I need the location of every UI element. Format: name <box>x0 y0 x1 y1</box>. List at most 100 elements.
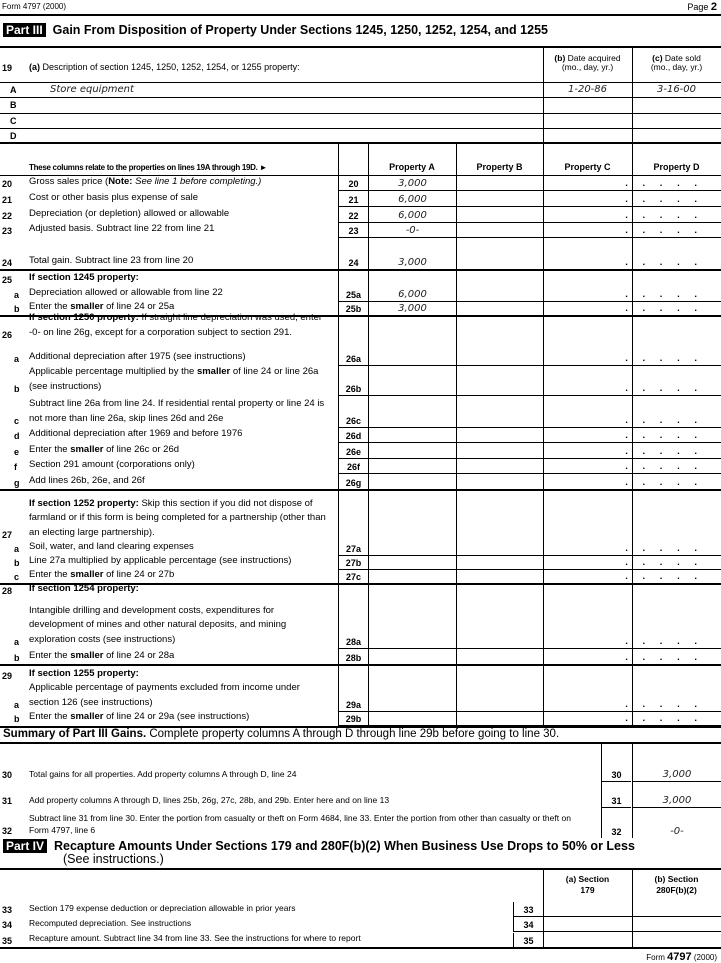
property-d-value[interactable] <box>632 459 721 474</box>
property-d-value[interactable] <box>632 223 721 238</box>
property-d-value[interactable] <box>632 175 721 191</box>
property-c-value[interactable] <box>543 428 632 443</box>
property-b-value[interactable] <box>456 223 543 238</box>
property-d-value[interactable] <box>632 712 721 726</box>
section-179-value[interactable] <box>543 917 632 933</box>
property-b-value[interactable] <box>456 287 543 302</box>
property-b-value[interactable] <box>456 683 543 712</box>
property-a-value[interactable] <box>368 683 456 712</box>
property-b-value[interactable] <box>456 474 543 490</box>
property-c-value[interactable] <box>543 598 632 649</box>
property-d-value[interactable] <box>632 238 721 270</box>
date-acquired[interactable]: 1-20-86 <box>567 84 608 95</box>
property-c-value[interactable] <box>543 191 632 207</box>
property-c-value[interactable] <box>543 474 632 490</box>
property-a-value <box>368 665 456 683</box>
property-d-value[interactable] <box>632 207 721 223</box>
property-d-value[interactable] <box>632 366 721 396</box>
property-a-value[interactable] <box>368 598 456 649</box>
property-d-value[interactable] <box>632 598 721 649</box>
property-c-value[interactable] <box>543 556 632 570</box>
property-b-value[interactable] <box>456 459 543 474</box>
property-b-value[interactable] <box>456 649 543 665</box>
property-c-value[interactable] <box>543 396 632 428</box>
property-c-value[interactable] <box>543 683 632 712</box>
property-a-value[interactable]: 6,000 <box>368 207 456 223</box>
property-b-value[interactable] <box>456 191 543 207</box>
property-b-value[interactable] <box>456 712 543 726</box>
property-b-value[interactable] <box>456 556 543 570</box>
property-d-value[interactable] <box>632 443 721 459</box>
property-b-value[interactable] <box>456 396 543 428</box>
property-d-value[interactable] <box>632 396 721 428</box>
property-a-value[interactable] <box>368 474 456 490</box>
property-description[interactable]: Store equipment <box>50 84 134 95</box>
property-b-value[interactable] <box>456 207 543 223</box>
property-d-value[interactable] <box>632 428 721 443</box>
property-b-value[interactable] <box>456 238 543 270</box>
property-a-value[interactable]: 3,000 <box>368 238 456 270</box>
section-280f-value[interactable] <box>632 932 721 948</box>
property-a-value[interactable]: 6,000 <box>368 287 456 302</box>
property-b-value[interactable] <box>456 570 543 584</box>
property-c-value[interactable] <box>543 302 632 316</box>
property-d-value[interactable] <box>632 302 721 316</box>
property-c-value[interactable] <box>543 223 632 238</box>
property-c-value[interactable] <box>543 542 632 556</box>
section-280f-value[interactable] <box>632 917 721 933</box>
property-c-value[interactable] <box>543 175 632 191</box>
property-b-value[interactable] <box>456 428 543 443</box>
property-d-value[interactable] <box>632 542 721 556</box>
property-b-value[interactable] <box>456 342 543 366</box>
property-a-value[interactable] <box>368 443 456 459</box>
property-a-value[interactable] <box>368 542 456 556</box>
property-a-value[interactable] <box>368 366 456 396</box>
property-c-value[interactable] <box>543 207 632 223</box>
property-a-value[interactable]: 3,000 <box>368 302 456 316</box>
property-c-value[interactable] <box>543 238 632 270</box>
property-c-value[interactable] <box>543 366 632 396</box>
property-d-value[interactable] <box>632 649 721 665</box>
property-d-value[interactable] <box>632 474 721 490</box>
section-280f-value[interactable] <box>632 902 721 917</box>
line-description: Enter the smaller of line 24 or 28a <box>29 649 175 661</box>
property-c-value[interactable] <box>543 287 632 302</box>
date-sold[interactable]: 3-16-00 <box>656 84 697 95</box>
property-a-value[interactable] <box>368 428 456 443</box>
property-c-value[interactable] <box>543 459 632 474</box>
property-d-value[interactable] <box>632 342 721 366</box>
property-d-value[interactable] <box>632 683 721 712</box>
line-value[interactable]: 3,000 <box>632 782 721 808</box>
line-value[interactable]: -0- <box>632 808 721 838</box>
property-d-value[interactable] <box>632 556 721 570</box>
property-a-value[interactable] <box>368 342 456 366</box>
section-179-value[interactable] <box>543 932 632 948</box>
property-b-value[interactable] <box>456 366 543 396</box>
property-d-value[interactable] <box>632 287 721 302</box>
property-a-value[interactable] <box>368 396 456 428</box>
property-letter: A <box>10 85 17 95</box>
property-b-value[interactable] <box>456 598 543 649</box>
property-a-value[interactable]: -0- <box>368 223 456 238</box>
property-c-value[interactable] <box>543 443 632 459</box>
property-a-value[interactable] <box>368 712 456 726</box>
property-a-value[interactable] <box>368 649 456 665</box>
property-c-value[interactable] <box>543 649 632 665</box>
property-a-value[interactable]: 3,000 <box>368 175 456 191</box>
property-c-value[interactable] <box>543 570 632 584</box>
property-a-value[interactable] <box>368 570 456 584</box>
property-c-value[interactable] <box>543 712 632 726</box>
property-b-value[interactable] <box>456 542 543 556</box>
property-c-value[interactable] <box>543 342 632 366</box>
property-b-value[interactable] <box>456 175 543 191</box>
property-b-value[interactable] <box>456 443 543 459</box>
property-d-value[interactable] <box>632 191 721 207</box>
line-27: 27 If section 1252 property: Skip this se… <box>0 490 721 542</box>
section-179-value[interactable] <box>543 902 632 917</box>
property-b-value[interactable] <box>456 302 543 316</box>
line-value[interactable]: 3,000 <box>632 744 721 782</box>
property-a-value[interactable] <box>368 459 456 474</box>
property-a-value[interactable]: 6,000 <box>368 191 456 207</box>
property-d-value[interactable] <box>632 570 721 584</box>
property-a-value[interactable] <box>368 556 456 570</box>
